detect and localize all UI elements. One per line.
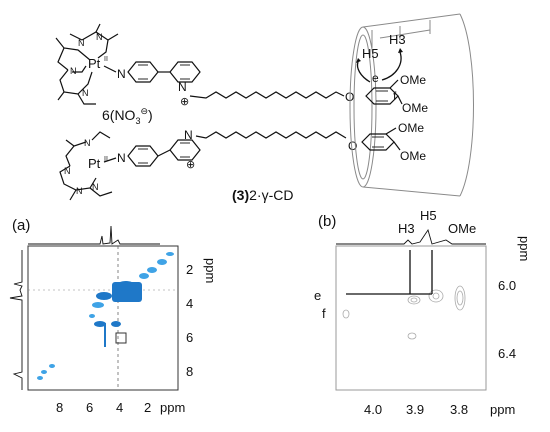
panel-a-xtick-4: 4 — [116, 400, 123, 415]
e-label: e — [372, 71, 379, 85]
panel-b-top-h5: H5 — [420, 208, 437, 223]
n-atom-pt-bottom: N — [117, 151, 126, 165]
panel-a-top-trace — [28, 225, 160, 245]
pt-oxidation-top: II — [104, 56, 108, 63]
panel-a-ytick-6: 6 — [186, 330, 193, 345]
pt-atom-bottom: Pt — [88, 156, 101, 171]
panel-b-ytick-6-4: 6.4 — [498, 346, 516, 361]
panel-a-xtick-6: 6 — [86, 400, 93, 415]
cyclodextrin-cone — [349, 13, 474, 197]
panel-b-xtick-3-9: 3.9 — [406, 402, 424, 417]
compound-label: (3)2·γ-CD — [232, 187, 293, 203]
ome-label-3: OMe — [398, 121, 424, 135]
ome-label-4: OMe — [400, 149, 426, 163]
aryl-top: e f OMe OMe — [365, 71, 428, 115]
panel-b-ytick-6-0: 6.0 — [498, 278, 516, 293]
panel-b-row-e: e — [314, 288, 321, 303]
panel-b-row-f: f — [322, 306, 326, 321]
panel-b-yunit: ppm — [517, 236, 532, 261]
panel-a-yunit: ppm — [203, 258, 218, 283]
anion-label: 6(NO3⊖) — [102, 106, 153, 126]
ome-label-1: OMe — [400, 73, 426, 87]
panel-a-xtick-2: 2 — [144, 400, 151, 415]
anion-text: 6(NO — [102, 107, 136, 123]
n-atom-tl1: N — [70, 66, 77, 76]
n-atom-bl1: N — [84, 138, 91, 148]
ome-label-2: OMe — [402, 101, 428, 115]
panel-b-frame — [335, 245, 487, 391]
n-atom-tl3: N — [96, 32, 103, 42]
f-label: f — [393, 89, 397, 103]
pt-atom-top: Pt — [88, 56, 101, 71]
anion-sub: 3 — [135, 116, 140, 126]
n-atom-pt-top: N — [117, 67, 126, 81]
pt-complex-top: Pt II N N N N N — [55, 23, 126, 105]
cation-charge-top: ⊕ — [180, 96, 189, 108]
panel-b-label: (b) — [318, 213, 336, 230]
panel-a-left-trace — [9, 250, 23, 390]
n-atom-bl4: N — [76, 186, 83, 196]
pt-complex-bottom: Pt II N N N N N — [59, 131, 126, 201]
h5-label-structure: H5 — [362, 46, 379, 61]
noe-annotation: H5 H3 — [356, 32, 406, 83]
panel-a-ytick-4: 4 — [186, 296, 193, 311]
h3-label-structure: H3 — [389, 32, 406, 47]
pt-oxidation-bottom: II — [104, 156, 108, 163]
panel-a-contours — [37, 252, 174, 380]
panel-a-label: (a) — [12, 217, 30, 234]
panel-b-xtick-3-8: 3.8 — [450, 402, 468, 417]
anion-close: ) — [148, 107, 153, 123]
panel-b-contours — [342, 285, 466, 340]
panel-a-ytick-8: 8 — [186, 364, 193, 379]
panel-a-xunit: ppm — [160, 400, 185, 415]
panel-a-frame — [27, 245, 179, 391]
panel-b-correlation-lines — [346, 250, 433, 295]
cation-charge-bottom: ⊕ — [186, 159, 195, 171]
bipyridinium-bottom: N ⊕ O — [127, 128, 357, 171]
panel-b-top-trace — [336, 228, 486, 245]
n-atom-bottom-bipy: N — [184, 128, 193, 142]
o-atom-bottom: O — [348, 139, 357, 153]
anion-charge: ⊖ — [140, 106, 148, 116]
panel-b: (b) H3 H5 OMe e f 6.0 6.4 ppm — [314, 208, 532, 417]
svg-text:6(NO3⊖): 6(NO3⊖) — [102, 106, 153, 126]
n-atom-bl3: N — [92, 182, 99, 192]
panel-a-xtick-8: 8 — [56, 400, 63, 415]
molecular-structure: Pt II N N N N N — [55, 13, 474, 203]
panel-b-top-ome: OMe — [448, 221, 476, 236]
panel-a: (a) 2 4 — [9, 217, 218, 415]
bipyridinium-top: N ⊕ O — [127, 61, 354, 108]
panel-b-top-h3: H3 — [398, 221, 415, 236]
aryl-bottom: OMe OMe — [361, 121, 426, 163]
panel-b-xtick-4-0: 4.0 — [364, 402, 382, 417]
panel-a-highlight-box — [115, 332, 127, 344]
n-atom-tl2: N — [78, 38, 85, 48]
n-atom-bl2: N — [64, 166, 71, 176]
n-atom-tl4: N — [82, 88, 89, 98]
panel-b-xunit: ppm — [490, 402, 515, 417]
panel-a-ytick-2: 2 — [186, 262, 193, 277]
n-atom-top-bipy: N — [178, 80, 187, 94]
